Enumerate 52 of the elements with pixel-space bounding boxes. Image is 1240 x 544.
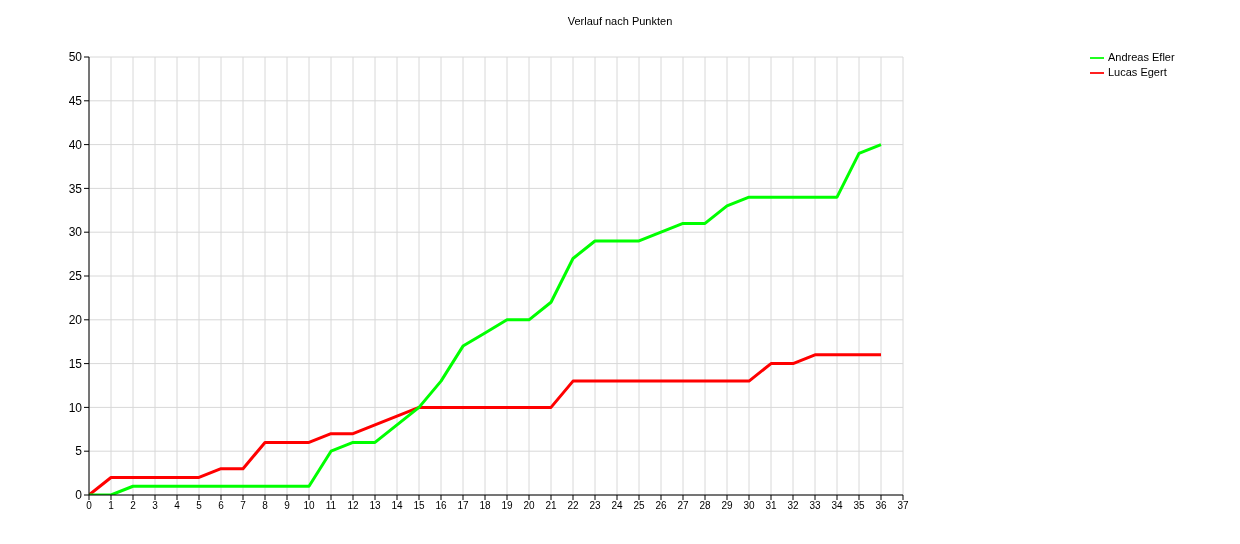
x-tick-label: 26: [655, 500, 667, 512]
x-tick-label: 6: [218, 500, 225, 512]
line-series: [89, 353, 883, 495]
x-tick-label: 10: [303, 500, 315, 512]
x-tick-label: 13: [369, 500, 381, 512]
x-tick-label: 23: [589, 500, 601, 512]
x-tick-label: 29: [721, 500, 733, 512]
x-tick-label: 11: [325, 500, 337, 512]
x-tick-label: 9: [284, 500, 291, 512]
x-tick-label: 37: [897, 500, 909, 512]
x-tick-label: 32: [787, 500, 799, 512]
x-tick-label: 27: [677, 500, 689, 512]
x-tick-label: 16: [435, 500, 447, 512]
y-tick-label: 25: [68, 269, 83, 284]
legend-label: Andreas Efler: [1108, 51, 1175, 63]
x-tick-label: 25: [633, 500, 645, 512]
x-tick-label: 15: [413, 500, 425, 512]
x-tick-label: 20: [523, 500, 535, 512]
y-tick-label: 5: [75, 444, 83, 459]
x-tick-label: 19: [501, 500, 513, 512]
x-tick-label: 22: [567, 500, 579, 512]
x-tick-label: 1: [108, 500, 115, 512]
x-tick-label: 12: [347, 500, 359, 512]
x-tick-label: 14: [391, 500, 403, 512]
legend-label: Lucas Egert: [1108, 66, 1167, 79]
x-tick-label: 34: [831, 500, 843, 512]
y-tick-label: 20: [68, 313, 83, 328]
y-tick-label: 50: [68, 50, 83, 65]
x-tick-label: 5: [196, 500, 203, 512]
y-tick-label: 45: [68, 94, 83, 109]
x-tick-label: 36: [875, 500, 887, 512]
y-tick-label: 10: [68, 400, 83, 415]
y-tick-label: 30: [68, 225, 83, 240]
x-tick-label: 31: [765, 500, 777, 512]
x-tick-label: 17: [457, 500, 469, 512]
chart-title: Verlauf nach Punkten: [566, 15, 674, 27]
x-tick-label: 3: [152, 500, 159, 512]
x-tick-label: 7: [240, 500, 247, 512]
x-tick-label: 30: [743, 500, 755, 512]
x-tick-label: 18: [479, 500, 491, 512]
x-tick-label: 35: [853, 500, 865, 512]
x-tick-label: 33: [809, 500, 821, 512]
x-tick-label: 2: [130, 500, 137, 512]
y-tick-label: 35: [68, 181, 83, 196]
x-tick-label: 8: [262, 500, 269, 512]
x-tick-label: 21: [545, 500, 557, 512]
x-tick-label: 28: [699, 500, 711, 512]
y-tick-label: 15: [68, 356, 83, 371]
x-tick-label: 0: [86, 500, 93, 512]
x-tick-label: 4: [174, 500, 181, 512]
y-tick-label: 40: [68, 137, 83, 152]
x-tick-label: 24: [611, 500, 623, 512]
